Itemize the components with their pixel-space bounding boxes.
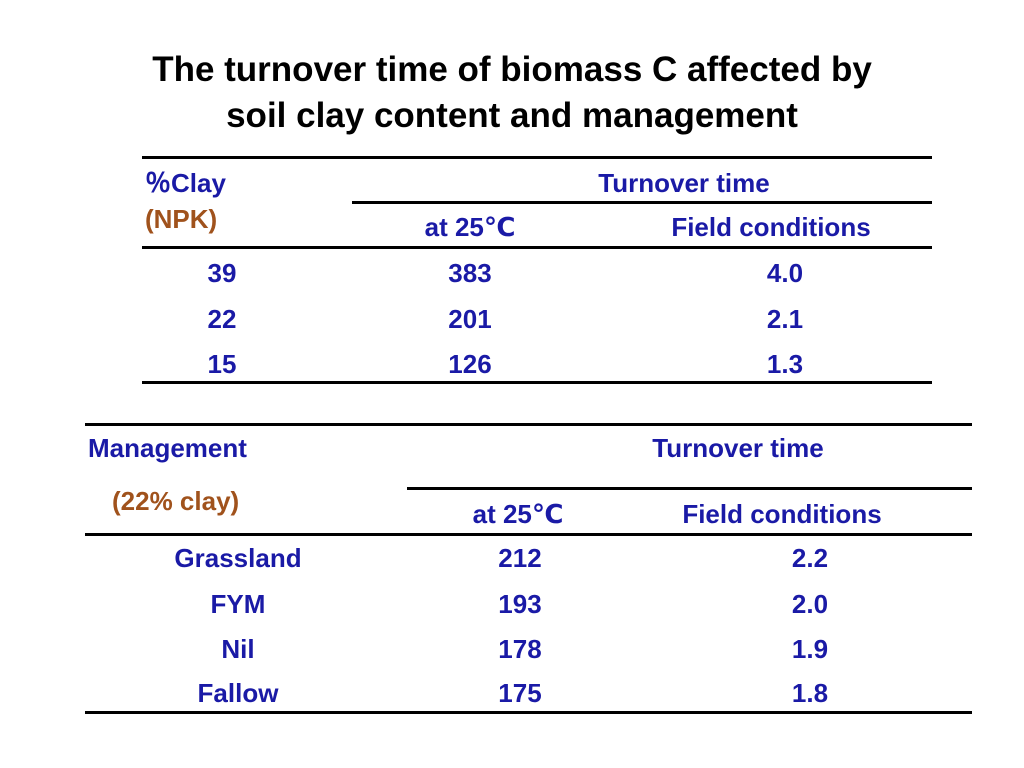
table2-cell: 178 — [498, 634, 542, 664]
slide-title-line-2: soil clay content and management — [226, 96, 798, 135]
table2-top-rule — [85, 423, 972, 426]
table1-col1-subheader: (NPK) — [145, 204, 218, 234]
table1-cell: 1.3 — [766, 349, 804, 379]
table1-cell: 22 — [207, 304, 237, 334]
table1-top-rule — [142, 156, 932, 159]
table1-group-rule — [352, 201, 932, 204]
table1-group-header: Turnover time — [598, 168, 770, 198]
table2-subheader-25c: at 25℃ — [472, 499, 564, 529]
table1-col1-header: ％Clay — [145, 168, 226, 198]
table1-cell: 39 — [207, 258, 237, 288]
table2-subheader-field: Field conditions — [682, 499, 882, 529]
table1-subheader-field: Field conditions — [671, 212, 871, 242]
table2-cell: 2.2 — [791, 543, 829, 573]
slide-title-line-1: The turnover time of biomass C affected … — [152, 50, 872, 89]
table2-col1-subheader: (22% clay) — [112, 486, 240, 516]
table2-cell: 193 — [498, 589, 542, 619]
table2-header-rule — [85, 533, 972, 536]
table2-cell: 212 — [498, 543, 542, 573]
table2-cell: 175 — [498, 678, 542, 708]
table2-col1-header: Management — [88, 433, 247, 463]
table2-cell: 1.8 — [791, 678, 829, 708]
table2-cell: Grassland — [174, 543, 302, 573]
table1-cell: 15 — [207, 349, 237, 379]
table2-cell: Nil — [221, 634, 255, 664]
table2-group-header: Turnover time — [652, 433, 824, 463]
table1-cell: 126 — [448, 349, 492, 379]
table2-cell: 2.0 — [791, 589, 829, 619]
table1-cell: 383 — [448, 258, 492, 288]
table2-cell: Fallow — [197, 678, 279, 708]
table1-cell: 201 — [448, 304, 492, 334]
table2-cell: FYM — [210, 589, 266, 619]
table2-cell: 1.9 — [791, 634, 829, 664]
table1-cell: 2.1 — [766, 304, 804, 334]
table1-bottom-rule — [142, 381, 932, 384]
table2-group-rule — [407, 487, 972, 490]
table1-cell: 4.0 — [766, 258, 804, 288]
table2-bottom-rule — [85, 711, 972, 714]
table1-subheader-25c: at 25℃ — [424, 212, 516, 242]
table1-header-rule — [142, 246, 932, 249]
